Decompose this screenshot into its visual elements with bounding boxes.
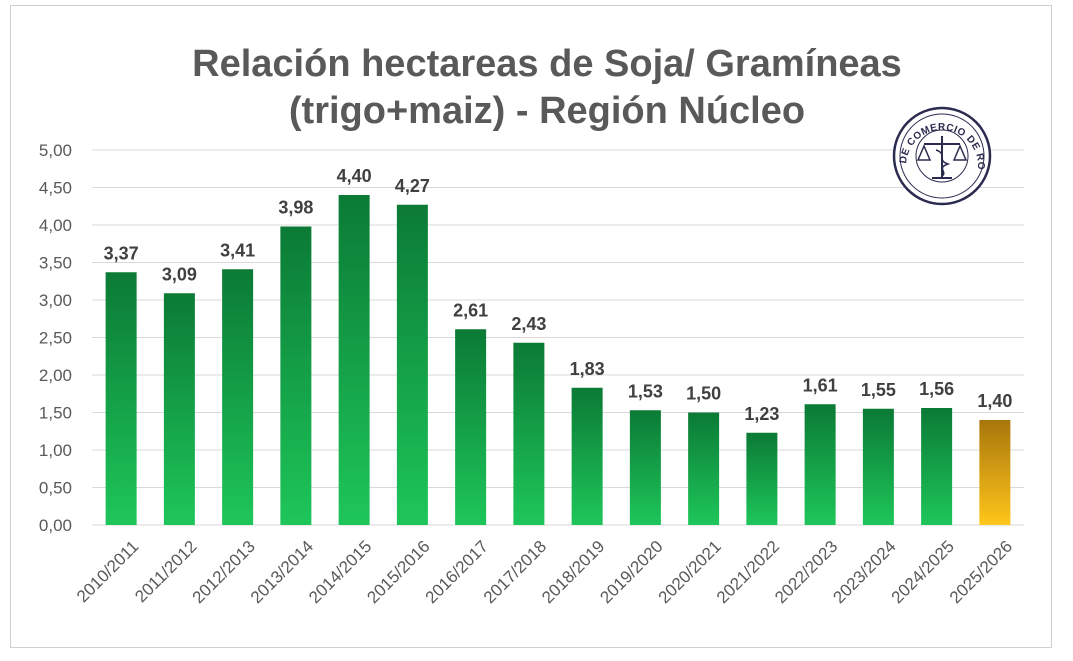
data-labels: 3,37 3,09 3,41 3,98 4,40 4,27 2,61 2,43 1,83 1,53… xyxy=(104,166,1013,424)
y-axis-ticks: 0,00 0,50 1,00 1,50 2,00 2,50 3,00 3,50 4,00 4,50… xyxy=(39,141,72,535)
seal-text: BOLSA DE COMERCIO DE ROSARIO xyxy=(0,0,986,170)
y-tick-label: 1,00 xyxy=(39,441,72,460)
x-tick-label: 2010/2011 xyxy=(73,537,142,606)
x-tick-label: 2012/2013 xyxy=(189,537,259,607)
data-label: 4,40 xyxy=(337,166,372,186)
data-label: 1,40 xyxy=(977,391,1012,411)
data-label: 2,61 xyxy=(453,300,488,320)
bar-2019-2020 xyxy=(629,410,661,525)
x-tick-label: 2019/2020 xyxy=(596,537,666,607)
data-label: 3,98 xyxy=(278,198,313,218)
data-label: 4,27 xyxy=(395,176,430,196)
data-label: 1,83 xyxy=(570,359,605,379)
y-tick-label: 3,50 xyxy=(39,254,72,273)
x-tick-label: 2023/2024 xyxy=(829,537,899,607)
x-tick-label: 2021/2022 xyxy=(713,537,783,607)
y-tick-label: 0,50 xyxy=(39,479,72,498)
y-tick-label: 4,00 xyxy=(39,216,72,235)
chart-title: Relación hectareas de Soja/ Gramíneas (t… xyxy=(192,43,902,132)
bar-2011-2012 xyxy=(163,293,195,525)
data-label: 1,56 xyxy=(919,379,954,399)
bars xyxy=(105,195,1011,525)
bar-2018-2019 xyxy=(571,387,603,525)
bar-2023-2024 xyxy=(862,408,894,525)
chart-title-line-1: Relación hectareas de Soja/ Gramíneas xyxy=(192,43,902,85)
bar-2015-2016 xyxy=(396,204,428,525)
data-label: 3,37 xyxy=(104,243,139,263)
bar-2017-2018 xyxy=(513,342,545,525)
x-tick-label: 2022/2023 xyxy=(771,537,841,607)
bar-2024-2025 xyxy=(921,408,953,525)
y-tick-label: 0,00 xyxy=(39,516,72,535)
x-tick-label: 2014/2015 xyxy=(305,537,375,607)
bar-2021-2022 xyxy=(746,432,778,525)
data-label: 1,53 xyxy=(628,381,663,401)
bar-2020-2021 xyxy=(688,412,720,525)
data-label: 1,55 xyxy=(861,380,896,400)
bar-2013-2014 xyxy=(280,226,312,525)
svg-text:BOLSA DE COMERCIO DE ROSARIO: BOLSA DE COMERCIO DE ROSARIO xyxy=(0,0,986,170)
bar-2014-2015 xyxy=(338,195,370,525)
x-tick-label: 2015/2016 xyxy=(363,537,433,607)
data-label: 1,61 xyxy=(803,375,838,395)
data-label: 3,09 xyxy=(162,264,197,284)
x-tick-label: 2018/2019 xyxy=(538,537,608,607)
bar-2016-2017 xyxy=(455,329,487,525)
x-tick-label: 2016/2017 xyxy=(422,537,492,607)
y-tick-label: 5,00 xyxy=(39,141,72,160)
y-tick-label: 4,50 xyxy=(39,179,72,198)
x-tick-label: 2017/2018 xyxy=(480,537,550,607)
bar-2025-2026 xyxy=(979,420,1011,525)
x-tick-label: 2020/2021 xyxy=(655,537,725,607)
y-tick-label: 2,00 xyxy=(39,366,72,385)
y-tick-label: 3,00 xyxy=(39,291,72,310)
x-tick-label: 2024/2025 xyxy=(888,537,958,607)
data-label: 3,41 xyxy=(220,240,255,260)
bar-2012-2013 xyxy=(222,269,254,525)
chart-title-line-2: (trigo+maiz) - Región Núcleo xyxy=(289,90,805,132)
y-tick-label: 2,50 xyxy=(39,329,72,348)
x-axis-ticks: 2010/20112011/20122012/20132013/20142014… xyxy=(73,537,1016,607)
data-label: 1,23 xyxy=(744,404,779,424)
x-tick-label: 2025/2026 xyxy=(946,537,1016,607)
data-label: 2,43 xyxy=(511,314,546,334)
data-label: 1,50 xyxy=(686,384,721,404)
bar-2022-2023 xyxy=(804,404,836,525)
bar-2010-2011 xyxy=(105,272,137,525)
x-tick-label: 2013/2014 xyxy=(247,537,317,607)
y-tick-label: 1,50 xyxy=(39,404,72,423)
